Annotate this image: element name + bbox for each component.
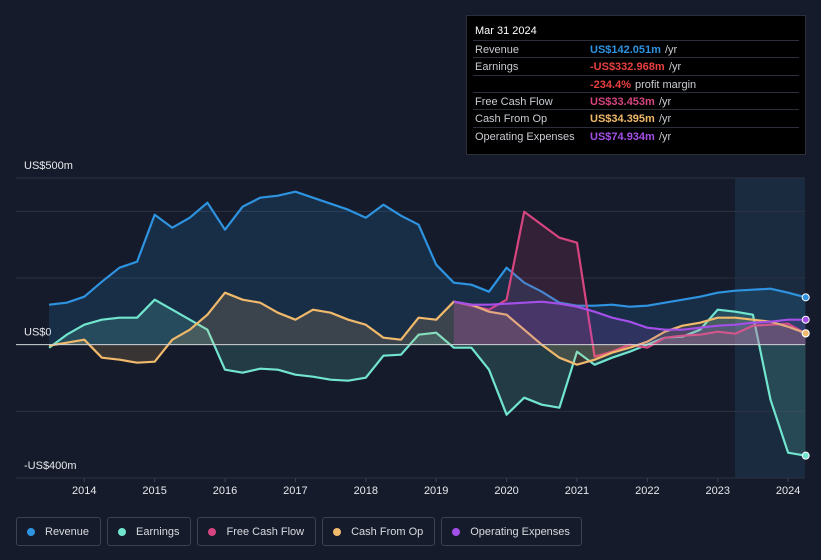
tooltip-value: US$142.051m — [590, 44, 661, 56]
legend-item[interactable]: Operating Expenses — [441, 517, 582, 546]
legend-dot — [208, 527, 217, 536]
tooltip-unit: /yr — [665, 44, 678, 56]
tooltip-value: US$33.453m — [590, 95, 655, 108]
x-tick-label: 2016 — [213, 485, 237, 497]
tooltip-row: Operating Expenses US$74.934m/yr — [473, 126, 799, 145]
tooltip-row: Free Cash Flow US$33.453m/yr — [473, 91, 799, 110]
x-tick-label: 2018 — [354, 485, 378, 497]
legend-dot — [27, 527, 35, 536]
legend-label: Revenue — [45, 525, 90, 538]
end-dot — [801, 451, 810, 460]
x-tick-label: 2014 — [72, 485, 96, 497]
end-dot — [801, 329, 810, 338]
legend-label: Earnings — [136, 525, 180, 538]
x-tick-label: 2020 — [494, 485, 518, 497]
tooltip-value: US$74.934m — [590, 130, 655, 143]
series-area — [453, 211, 806, 357]
series-area — [453, 301, 806, 345]
legend-item[interactable]: Free Cash Flow — [197, 517, 317, 546]
legend-item[interactable]: Cash From Op — [322, 517, 436, 546]
series-line — [48, 291, 807, 366]
legend-dot — [452, 527, 461, 536]
legend-label: Cash From Op — [351, 525, 424, 538]
tooltip-date: Mar 31 2024 — [475, 25, 537, 37]
tooltip-row: Revenue US$142.051m/yr — [473, 40, 799, 58]
tooltip-row: -234.4% profit margin — [473, 74, 799, 93]
tooltip-value: -US$332.968m — [590, 61, 665, 74]
x-tick-label: 2024 — [776, 485, 800, 497]
tooltip-label: Free Cash Flow — [475, 95, 553, 108]
tooltip: Mar 31 2024 Revenue US$142.051m/yr Earnings… — [466, 15, 806, 155]
y-tick-label: -US$400m — [24, 460, 77, 472]
tooltip-value: -234.4% — [590, 78, 631, 91]
tooltip-label: Operating Expenses — [475, 130, 575, 143]
legend: Revenue Earnings Free Cash Flow Cash From O… — [16, 517, 582, 546]
tooltip-label: Cash From Op — [475, 113, 548, 126]
y-tick-label: US$0 — [24, 327, 52, 339]
y-tick-label: US$500m — [24, 160, 73, 172]
legend-item[interactable]: Revenue — [16, 517, 102, 546]
tooltip-label: Revenue — [475, 44, 520, 56]
chart: US$500m US$0 -US$400m 2014 2015 2016 2017 2018 2… — [16, 160, 810, 497]
tooltip-row: Cash From Op US$34.395m/yr — [473, 109, 799, 127]
series-line — [48, 190, 806, 308]
series-area — [49, 299, 806, 456]
x-tick-label: 2022 — [635, 485, 659, 497]
series-area — [49, 292, 806, 365]
tooltip-unit: /yr — [659, 130, 672, 143]
legend-label: Free Cash Flow — [226, 525, 305, 538]
x-tick-label: 2015 — [142, 485, 166, 497]
legend-label: Operating Expenses — [470, 525, 570, 538]
end-dot — [801, 293, 810, 302]
tooltip-unit: /yr — [659, 113, 672, 126]
x-tick-label: 2021 — [565, 485, 589, 497]
tooltip-row: Earnings -US$332.968m/yr — [473, 57, 799, 75]
legend-dot — [118, 527, 127, 536]
x-tick-label: 2017 — [283, 485, 307, 497]
tooltip-label: Earnings — [475, 61, 519, 74]
series-line — [453, 300, 806, 331]
x-tick-label: 2019 — [424, 485, 448, 497]
legend-dot — [333, 527, 342, 536]
end-dot — [801, 315, 810, 324]
series-area — [49, 191, 806, 345]
tooltip-unit: /yr — [669, 61, 682, 74]
legend-item[interactable]: Earnings — [107, 517, 192, 546]
tooltip-value: US$34.395m — [590, 113, 655, 126]
x-tick-label: 2023 — [705, 485, 729, 497]
tooltip-unit: profit margin — [635, 78, 697, 91]
tooltip-unit: /yr — [659, 95, 672, 108]
